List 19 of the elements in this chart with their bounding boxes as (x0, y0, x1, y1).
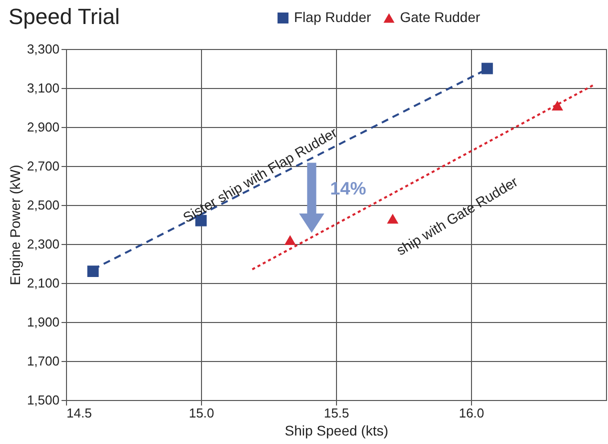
y-tick-label: 3,100 (26, 80, 60, 96)
chart-title: Speed Trial (8, 4, 120, 29)
legend-label: Flap Rudder (294, 9, 372, 25)
y-tick-label: 2,100 (26, 276, 60, 290)
y-tick-label: 3,300 (26, 42, 60, 56)
x-tick-label: 16.0 (458, 406, 484, 420)
y-tick-label: 1,700 (26, 354, 60, 368)
y-tick-label: 2,500 (26, 198, 60, 212)
x-axis-title: Ship Speed (kts) (284, 422, 388, 438)
legend-label: Gate Rudder (400, 9, 480, 25)
y-tick-label: 1,900 (26, 314, 60, 330)
y-axis-title: Engine Power (kW) (6, 164, 23, 286)
y-tick-label: 2,300 (26, 236, 60, 252)
y-tick-label: 2,700 (26, 158, 60, 174)
x-tick-label: 14.5 (66, 406, 92, 420)
y-tick-label: 1,500 (26, 392, 60, 408)
x-tick-label: 15.5 (324, 406, 350, 420)
x-tick-label: 15.0 (188, 406, 214, 420)
y-tick-label: 2,900 (26, 120, 60, 134)
